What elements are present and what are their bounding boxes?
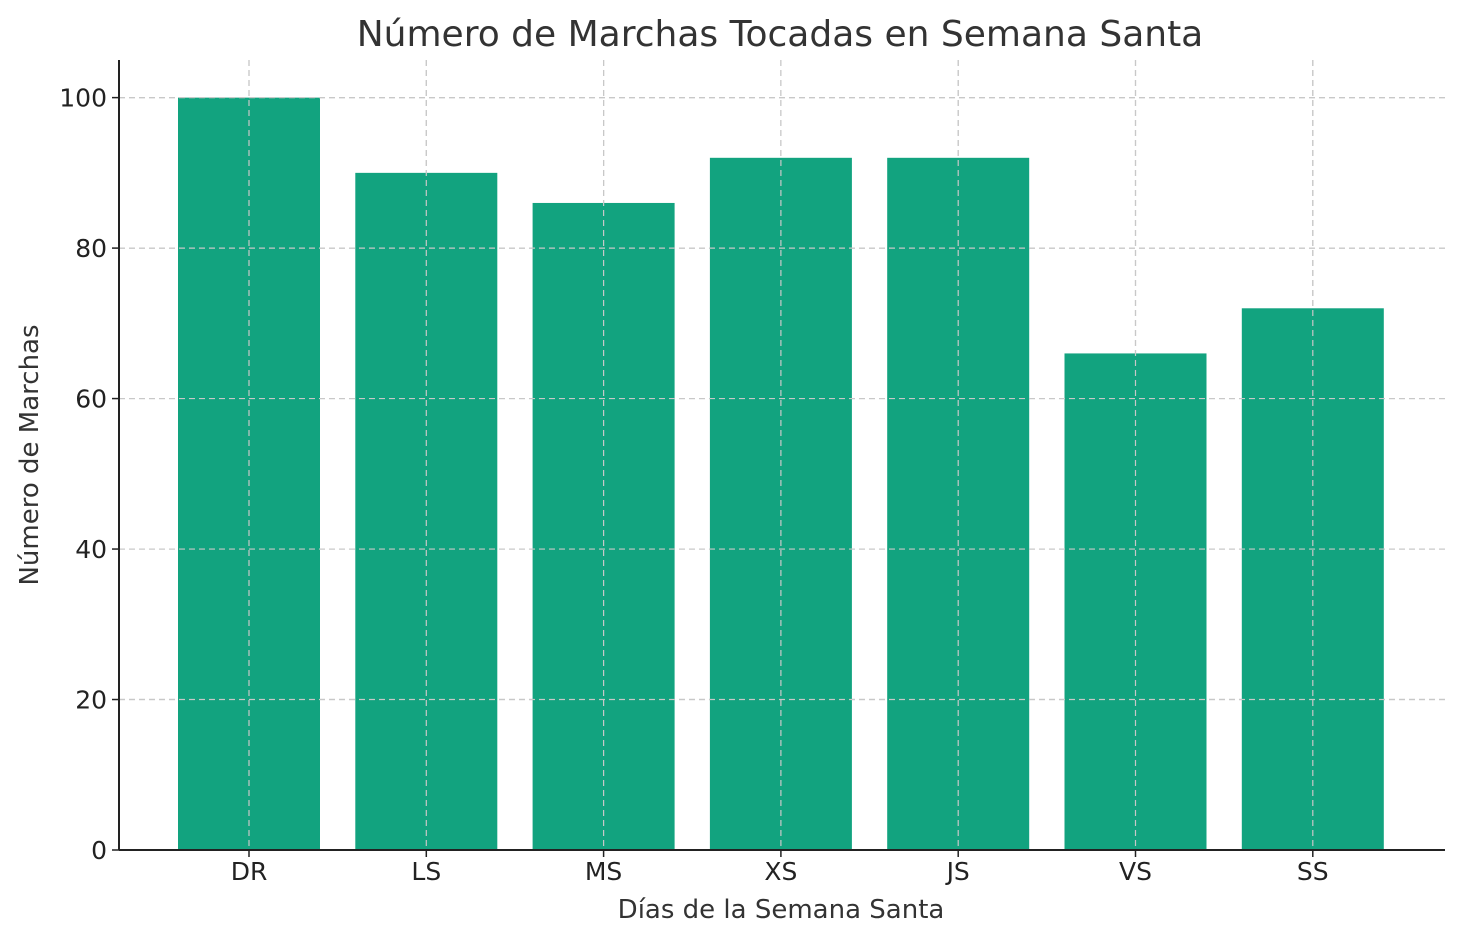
axes: [112, 60, 1445, 857]
y-tick-label: 100: [59, 84, 107, 113]
x-tick-label: SS: [1297, 857, 1329, 886]
x-tick-label: MS: [585, 857, 622, 886]
bar-ss: [1241, 308, 1384, 850]
x-axis-label: Días de la Semana Santa: [618, 895, 945, 925]
x-tick-label: DR: [231, 857, 268, 886]
x-tick-label: JS: [945, 857, 970, 886]
x-tick-label: VS: [1119, 857, 1152, 886]
y-tick-label: 0: [91, 836, 107, 865]
chart-title: Número de Marchas Tocadas en Semana Sant…: [357, 14, 1204, 55]
y-tick-label: 20: [75, 686, 107, 715]
y-tick-label: 60: [75, 385, 107, 414]
tick-labels: 0 20 40 60 80 100 DR LS MS XS JS VS SS: [59, 84, 1328, 886]
bars: [119, 60, 1445, 851]
x-tick-label: LS: [411, 857, 441, 886]
y-tick-label: 40: [75, 535, 107, 564]
y-tick-label: 80: [75, 234, 107, 263]
y-axis-label: Número de Marchas: [15, 324, 45, 585]
x-tick-label: XS: [764, 857, 797, 886]
